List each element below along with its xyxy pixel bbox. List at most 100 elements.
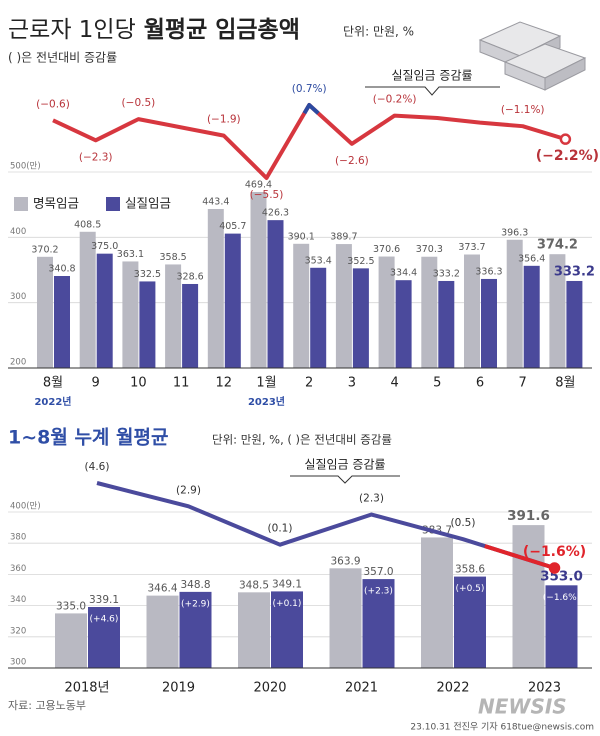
- bar: [139, 281, 156, 368]
- end-marker: [559, 133, 572, 145]
- rate-line: [96, 481, 556, 570]
- bar-inner-label: (+0.5): [456, 584, 485, 594]
- bar: [88, 607, 120, 668]
- rate-label: (2.9): [176, 484, 201, 496]
- x-tick-label: 1월: [256, 376, 276, 391]
- bar-value-label: 356.4: [518, 253, 545, 264]
- bar-value-label: 336.3: [475, 266, 502, 277]
- legend-label: 명목임금: [33, 196, 79, 211]
- x-tick-label: 11: [173, 376, 190, 391]
- bar: [549, 254, 566, 368]
- y-tick-label: 200: [10, 358, 26, 368]
- bar-value-label: 405.7: [219, 221, 246, 232]
- y-tick-label: 320: [10, 626, 26, 636]
- bar: [79, 231, 96, 368]
- bar: [512, 525, 545, 668]
- bar-value-label: 358.6: [455, 564, 485, 576]
- rate-label: (−0.6): [36, 98, 70, 110]
- bar-value-label: 370.2: [31, 244, 58, 255]
- x-tick-label: 2023: [528, 681, 561, 696]
- annotation-pointer: [365, 86, 500, 96]
- x-tick-label: 6: [476, 376, 484, 391]
- bar-value-label: 353.0: [540, 568, 583, 584]
- bar-value-label: 348.8: [180, 579, 210, 591]
- legend-swatch: [106, 197, 120, 211]
- chart2-subtitle: 단위: 만원, %, ( )은 전년대비 증감률: [212, 433, 392, 447]
- bar: [165, 264, 182, 368]
- bar: [37, 256, 53, 368]
- year-label: 2023년: [248, 395, 285, 408]
- y-tick-label: 300: [10, 658, 26, 668]
- title-bold: 월평균 임금총액: [144, 17, 300, 43]
- rate-label: (−0.2%): [373, 94, 417, 106]
- rate-label: (0.1): [268, 523, 293, 535]
- bar-inner-label: (+4.6): [90, 615, 119, 625]
- bar-value-label: 363.1: [117, 249, 144, 260]
- bar: [293, 243, 310, 368]
- bar-value-label: 346.4: [147, 583, 177, 595]
- rate-label: (−1.6%): [523, 544, 586, 560]
- bar-value-label: 352.5: [347, 256, 374, 267]
- bar: [438, 280, 455, 368]
- y-tick-label: 340: [10, 595, 26, 605]
- money-icon: [478, 21, 587, 91]
- y-tick-label: 360: [10, 564, 26, 574]
- x-tick-label: 2020: [253, 681, 286, 696]
- end-marker: [548, 562, 561, 574]
- rate-label: (−1.1%): [501, 104, 545, 116]
- rate-line-highlight: [484, 544, 556, 570]
- bar: [335, 244, 352, 368]
- bar-value-label: 375.0: [91, 241, 118, 252]
- bar: [267, 220, 284, 368]
- bar-value-label: 333.2: [554, 264, 595, 279]
- x-tick-label: 7: [519, 376, 527, 391]
- bar-inner-label: (+0.1): [273, 599, 302, 609]
- bar-value-label: 349.1: [272, 578, 302, 590]
- bar: [179, 591, 212, 668]
- x-tick-label: 2019: [162, 681, 195, 696]
- bar-value-label: 443.4: [202, 196, 229, 207]
- bar: [378, 256, 395, 368]
- bar-value-label: 335.0: [56, 600, 86, 612]
- rate-label: (2.3): [359, 493, 384, 505]
- bar-value-label: 391.6: [507, 508, 550, 524]
- rate-label: (−0.5): [122, 97, 156, 109]
- bar: [271, 591, 303, 668]
- y-tick-label: 500(만): [10, 162, 41, 172]
- bar: [55, 613, 87, 668]
- rate-label: (−2.3): [79, 151, 113, 163]
- bar: [310, 267, 327, 368]
- bar: [481, 278, 497, 368]
- bar: [146, 595, 179, 668]
- rate-line-highlight: [302, 103, 320, 115]
- rate-line: [52, 103, 566, 180]
- x-tick-label: 10: [130, 376, 147, 391]
- bar: [506, 239, 523, 368]
- source: 자료: 고용노동부: [8, 699, 86, 712]
- chart2-title: 1~8월 누계 월평균: [8, 427, 168, 449]
- rate-label: (4.6): [85, 461, 110, 473]
- annotation-pointer: [290, 475, 400, 484]
- note: ( )은 전년대비 증감률: [8, 51, 117, 65]
- bar-value-label: 334.4: [390, 268, 417, 279]
- bar-value-label: 328.6: [176, 271, 203, 282]
- bar-value-label: 357.0: [363, 566, 393, 578]
- bar: [362, 579, 395, 668]
- bar: [329, 568, 362, 668]
- line-annotation: 실질임금 증감률: [391, 69, 472, 83]
- legend-swatch: [14, 197, 28, 211]
- rate-label: (−1.9): [207, 114, 241, 126]
- bar-value-label: 353.4: [305, 255, 332, 266]
- x-tick-label: 8월: [43, 376, 63, 391]
- y-tick-label: 400: [10, 227, 26, 237]
- x-tick-label: 2018년: [64, 681, 109, 696]
- bar-value-label: 390.1: [288, 231, 315, 242]
- bar: [545, 585, 578, 668]
- x-tick-label: 2021: [345, 681, 378, 696]
- bar: [224, 233, 241, 368]
- rate-label: (0.7%): [292, 83, 327, 95]
- rate-label: (−2.6): [335, 155, 369, 167]
- bar: [421, 256, 438, 368]
- bar-value-label: 408.5: [74, 219, 101, 230]
